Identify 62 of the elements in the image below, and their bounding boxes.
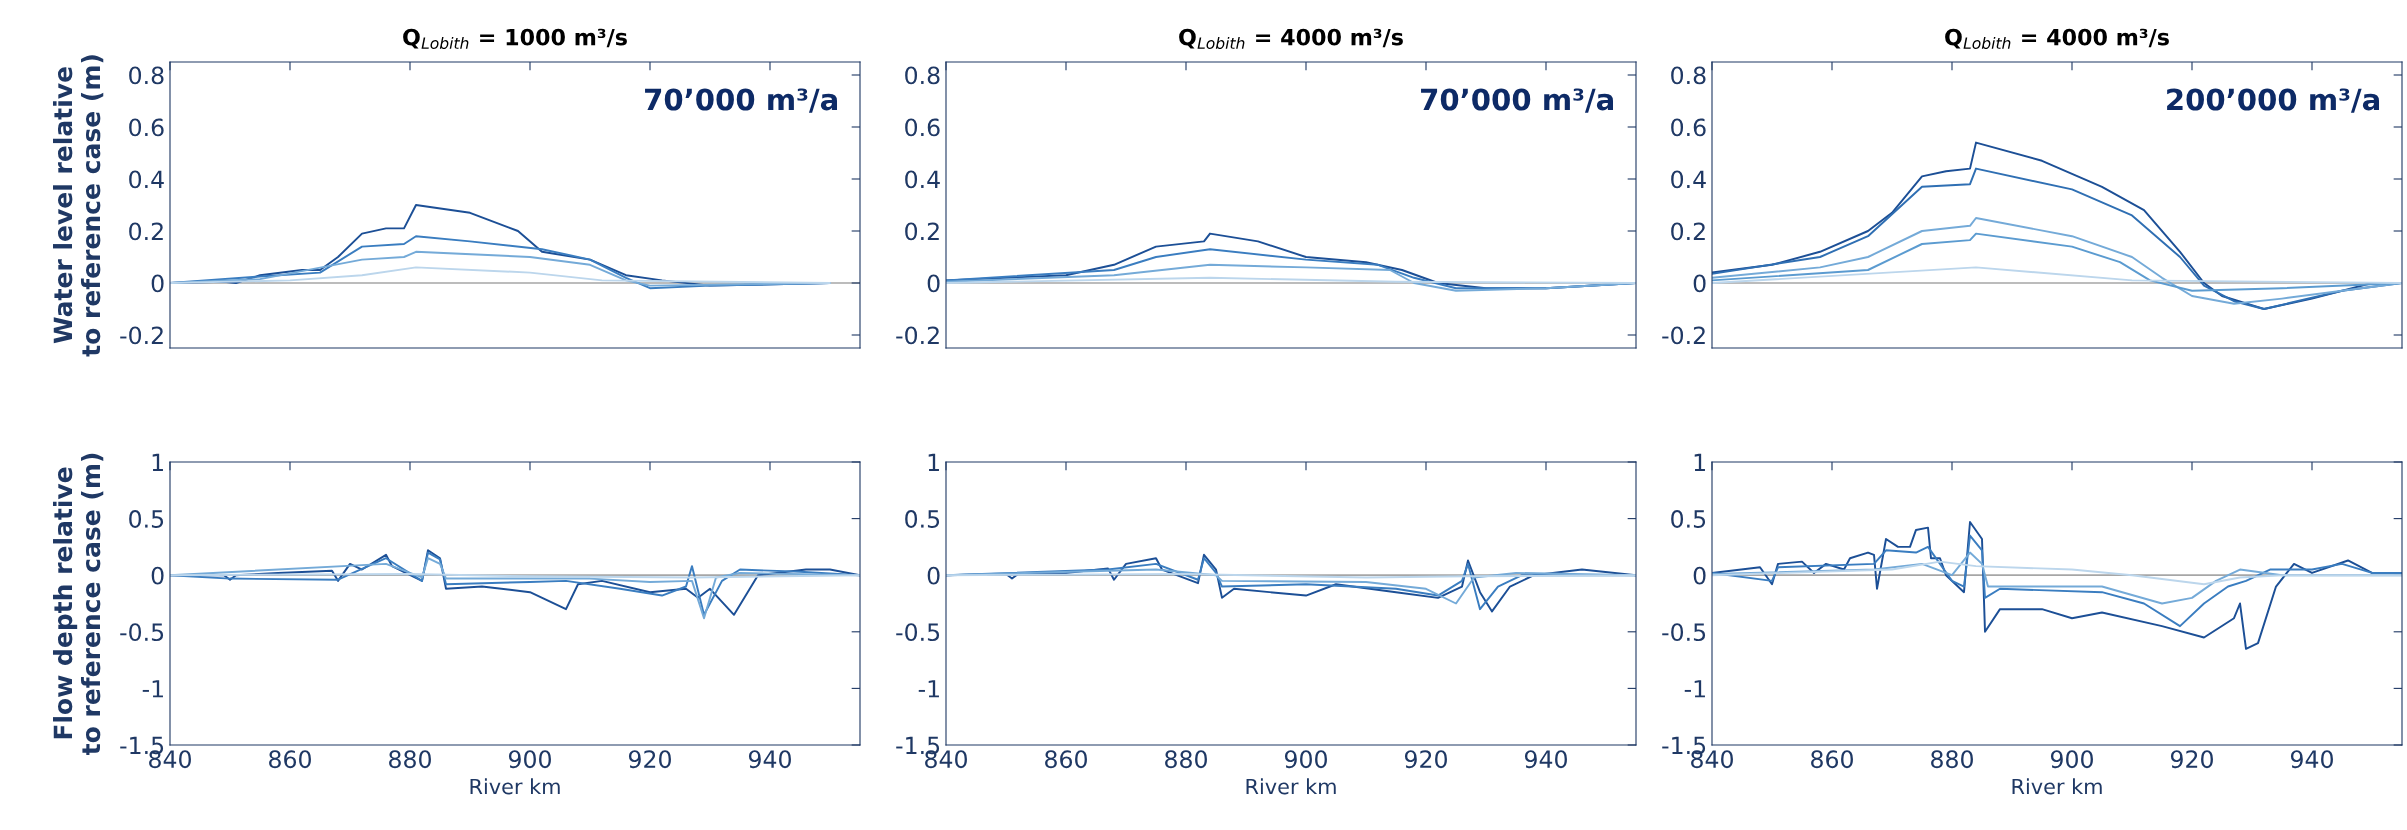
y-tick-label: -1: [918, 680, 939, 698]
y-tick-label: -0.2: [1662, 326, 1705, 345]
x-tick-label: 920: [628, 750, 671, 769]
y-tick-label: 0: [1693, 274, 1706, 293]
y-tick-label: 0: [151, 274, 164, 293]
y-tick-label: 0.4: [905, 170, 940, 189]
x-tick-label: 860: [1811, 750, 1853, 769]
y-tick-label: 0.2: [905, 222, 939, 241]
y-tick-label: 0.5: [1671, 510, 1706, 528]
x-tick-label: 940: [2290, 750, 2333, 769]
x-axis-title: River km: [1246, 778, 1336, 795]
x-tick-label: 880: [1165, 750, 1207, 769]
y-tick-label: -1: [1684, 680, 1705, 698]
y-tick-label: 0.8: [905, 66, 940, 85]
line-series: [170, 266, 831, 284]
y-tick-label: 0: [151, 566, 164, 585]
x-tick-label: 880: [1931, 750, 1973, 769]
y-tick-label: -1: [142, 680, 163, 698]
y-tick-label: -0.2: [896, 326, 939, 345]
y-tick-label: 0: [1693, 566, 1706, 585]
x-tick-label: 900: [508, 750, 551, 769]
x-axis-title: River km: [470, 778, 560, 795]
y-tick-label: 0.6: [1671, 118, 1706, 137]
x-tick-label: 940: [1524, 750, 1567, 769]
y-tick-label: -0.5: [120, 623, 164, 642]
annotation: 70’000 m³/a: [1421, 88, 1614, 113]
line-series: [1712, 560, 2402, 586]
y-tick-label: 0.5: [905, 510, 940, 528]
y-tick-label: 1: [928, 453, 939, 471]
chart-title: Q$_{Lobith}$ = 4000 m³/s: [1945, 28, 2169, 50]
chart-title: Q$_{Lobith}$ = 4000 m³/s: [1179, 28, 1403, 50]
y-tick-label: 0.6: [905, 118, 940, 137]
x-tick-label: 880: [389, 750, 431, 769]
y-tick-label: 1: [1694, 453, 1705, 471]
y-tick-label: 0.8: [129, 66, 164, 85]
y-axis-title: Flow depth relative to reference case (m): [52, 453, 104, 755]
y-tick-label: -0.5: [1662, 623, 1706, 642]
x-tick-label: 860: [1045, 750, 1087, 769]
chart-title: Q$_{Lobith}$ = 1000 m³/s: [403, 28, 627, 50]
y-tick-label: 0.2: [1671, 222, 1705, 241]
x-tick-label: 920: [2170, 750, 2213, 769]
y-tick-label: 0.8: [1671, 66, 1706, 85]
y-tick-label: -0.2: [120, 326, 163, 345]
y-tick-label: 0.4: [1671, 170, 1706, 189]
x-axis-title: River km: [2012, 778, 2102, 795]
y-tick-label: 0: [927, 274, 940, 293]
x-tick-label: 920: [1404, 750, 1447, 769]
x-tick-label: 900: [2050, 750, 2093, 769]
y-tick-label: 0: [927, 566, 940, 585]
y-tick-label: -0.5: [896, 623, 940, 642]
y-tick-label: 1: [152, 453, 163, 471]
y-axis-title: Water level relative to reference case (m): [52, 55, 104, 357]
line-series: [1712, 534, 2402, 628]
x-tick-label: 900: [1284, 750, 1327, 769]
x-tick-label: 940: [748, 750, 791, 769]
y-tick-label: 0.6: [129, 118, 164, 137]
y-tick-label: 0.4: [129, 170, 164, 189]
y-tick-label: 0.5: [129, 510, 164, 528]
x-tick-label: 860: [269, 750, 311, 769]
y-tick-label: 0.2: [129, 222, 163, 241]
annotation: 200’000 m³/a: [2167, 88, 2380, 113]
annotation: 70’000 m³/a: [645, 88, 838, 113]
